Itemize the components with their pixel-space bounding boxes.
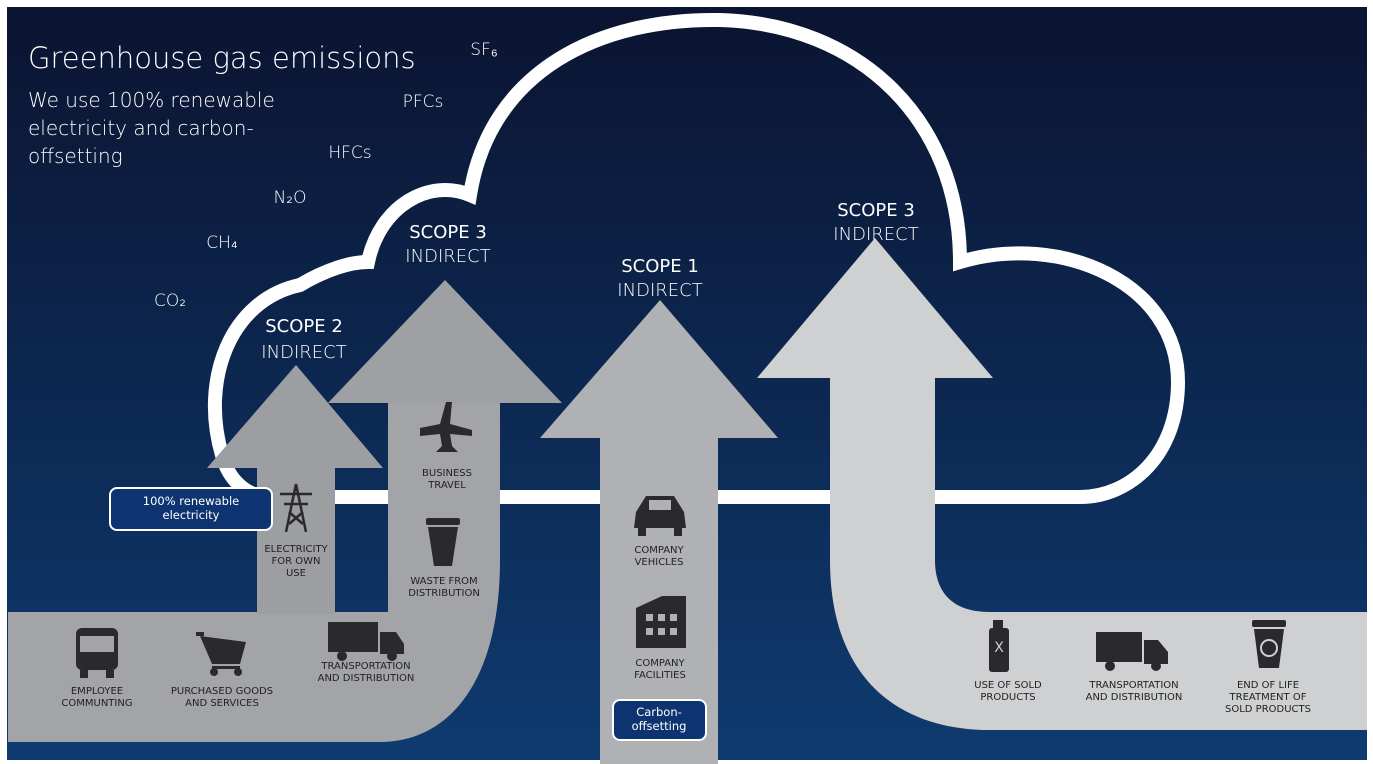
badge-box xyxy=(109,487,273,531)
gas-label: HFCs xyxy=(328,143,372,163)
tower-icon xyxy=(280,483,312,533)
scope-kind: INDIRECT xyxy=(833,224,919,245)
cart-icon xyxy=(196,632,246,676)
truck-icon xyxy=(328,622,404,661)
title: Greenhouse gas emissions xyxy=(28,41,416,75)
item-label: COMPANY FACILITIES xyxy=(634,658,686,681)
item-label: END OF LIFE TREATMENT OF SOLD PRODUCTS xyxy=(1225,680,1311,715)
band-right xyxy=(830,376,1367,730)
subtitle: offsetting xyxy=(28,144,123,168)
badge-box xyxy=(612,699,707,741)
bottle-icon xyxy=(989,620,1009,672)
item-label: ELECTRICITY FOR OWN USE xyxy=(264,544,328,579)
arrow-head xyxy=(328,280,562,403)
scope-name: SCOPE 3 xyxy=(837,200,915,221)
item-label: COMPANY VEHICLES xyxy=(634,545,684,568)
band-left xyxy=(8,403,500,742)
item-label: TRANSPORTATION AND DISTRIBUTION xyxy=(1085,680,1183,703)
gas-label: SF₆ xyxy=(470,40,498,60)
gas-label: CO₂ xyxy=(153,291,187,311)
icon-text: X xyxy=(994,640,1004,656)
item-label: TRANSPORTATION AND DISTRIBUTION xyxy=(317,661,415,684)
item-label: EMPLOYEE COMMUNTING xyxy=(61,686,133,709)
plane-icon xyxy=(420,402,472,452)
arrow-head xyxy=(757,238,993,378)
scope-name: SCOPE 2 xyxy=(265,316,343,337)
car-icon xyxy=(634,496,686,536)
truck-icon xyxy=(1096,632,1168,671)
recycle-bin-icon xyxy=(1252,620,1286,668)
gas-label: CH₄ xyxy=(206,233,238,253)
gas-label: N₂O xyxy=(273,188,307,208)
subtitle: We use 100% renewable xyxy=(28,88,275,112)
icons xyxy=(76,402,1286,678)
scope-name: SCOPE 1 xyxy=(621,256,699,277)
item-label: PURCHASED GOODS AND SERVICES xyxy=(170,686,274,709)
arrow-head xyxy=(207,365,383,468)
badge: 100% renewable electricity xyxy=(142,494,240,522)
scope-kind: INDIRECT xyxy=(405,246,491,267)
scope-name: SCOPE 3 xyxy=(409,222,487,243)
item-label: BUSINESS TRAVEL xyxy=(422,468,472,491)
gas-label: PFCs xyxy=(402,92,444,112)
scope-kind: INDIRECT xyxy=(617,280,703,301)
item-label: WASTE FROM DISTRIBUTION xyxy=(408,576,480,599)
bus-icon xyxy=(76,628,118,678)
arrow-head xyxy=(540,300,778,438)
badge: Carbon- offsetting xyxy=(631,705,687,733)
item-label: USE OF SOLD PRODUCTS xyxy=(974,680,1042,703)
scope-kind: INDIRECT xyxy=(261,342,347,363)
cloud xyxy=(208,12,1186,504)
subtitle: electricity and carbon- xyxy=(28,116,254,140)
building-icon xyxy=(636,596,686,648)
bin-icon xyxy=(426,518,460,566)
